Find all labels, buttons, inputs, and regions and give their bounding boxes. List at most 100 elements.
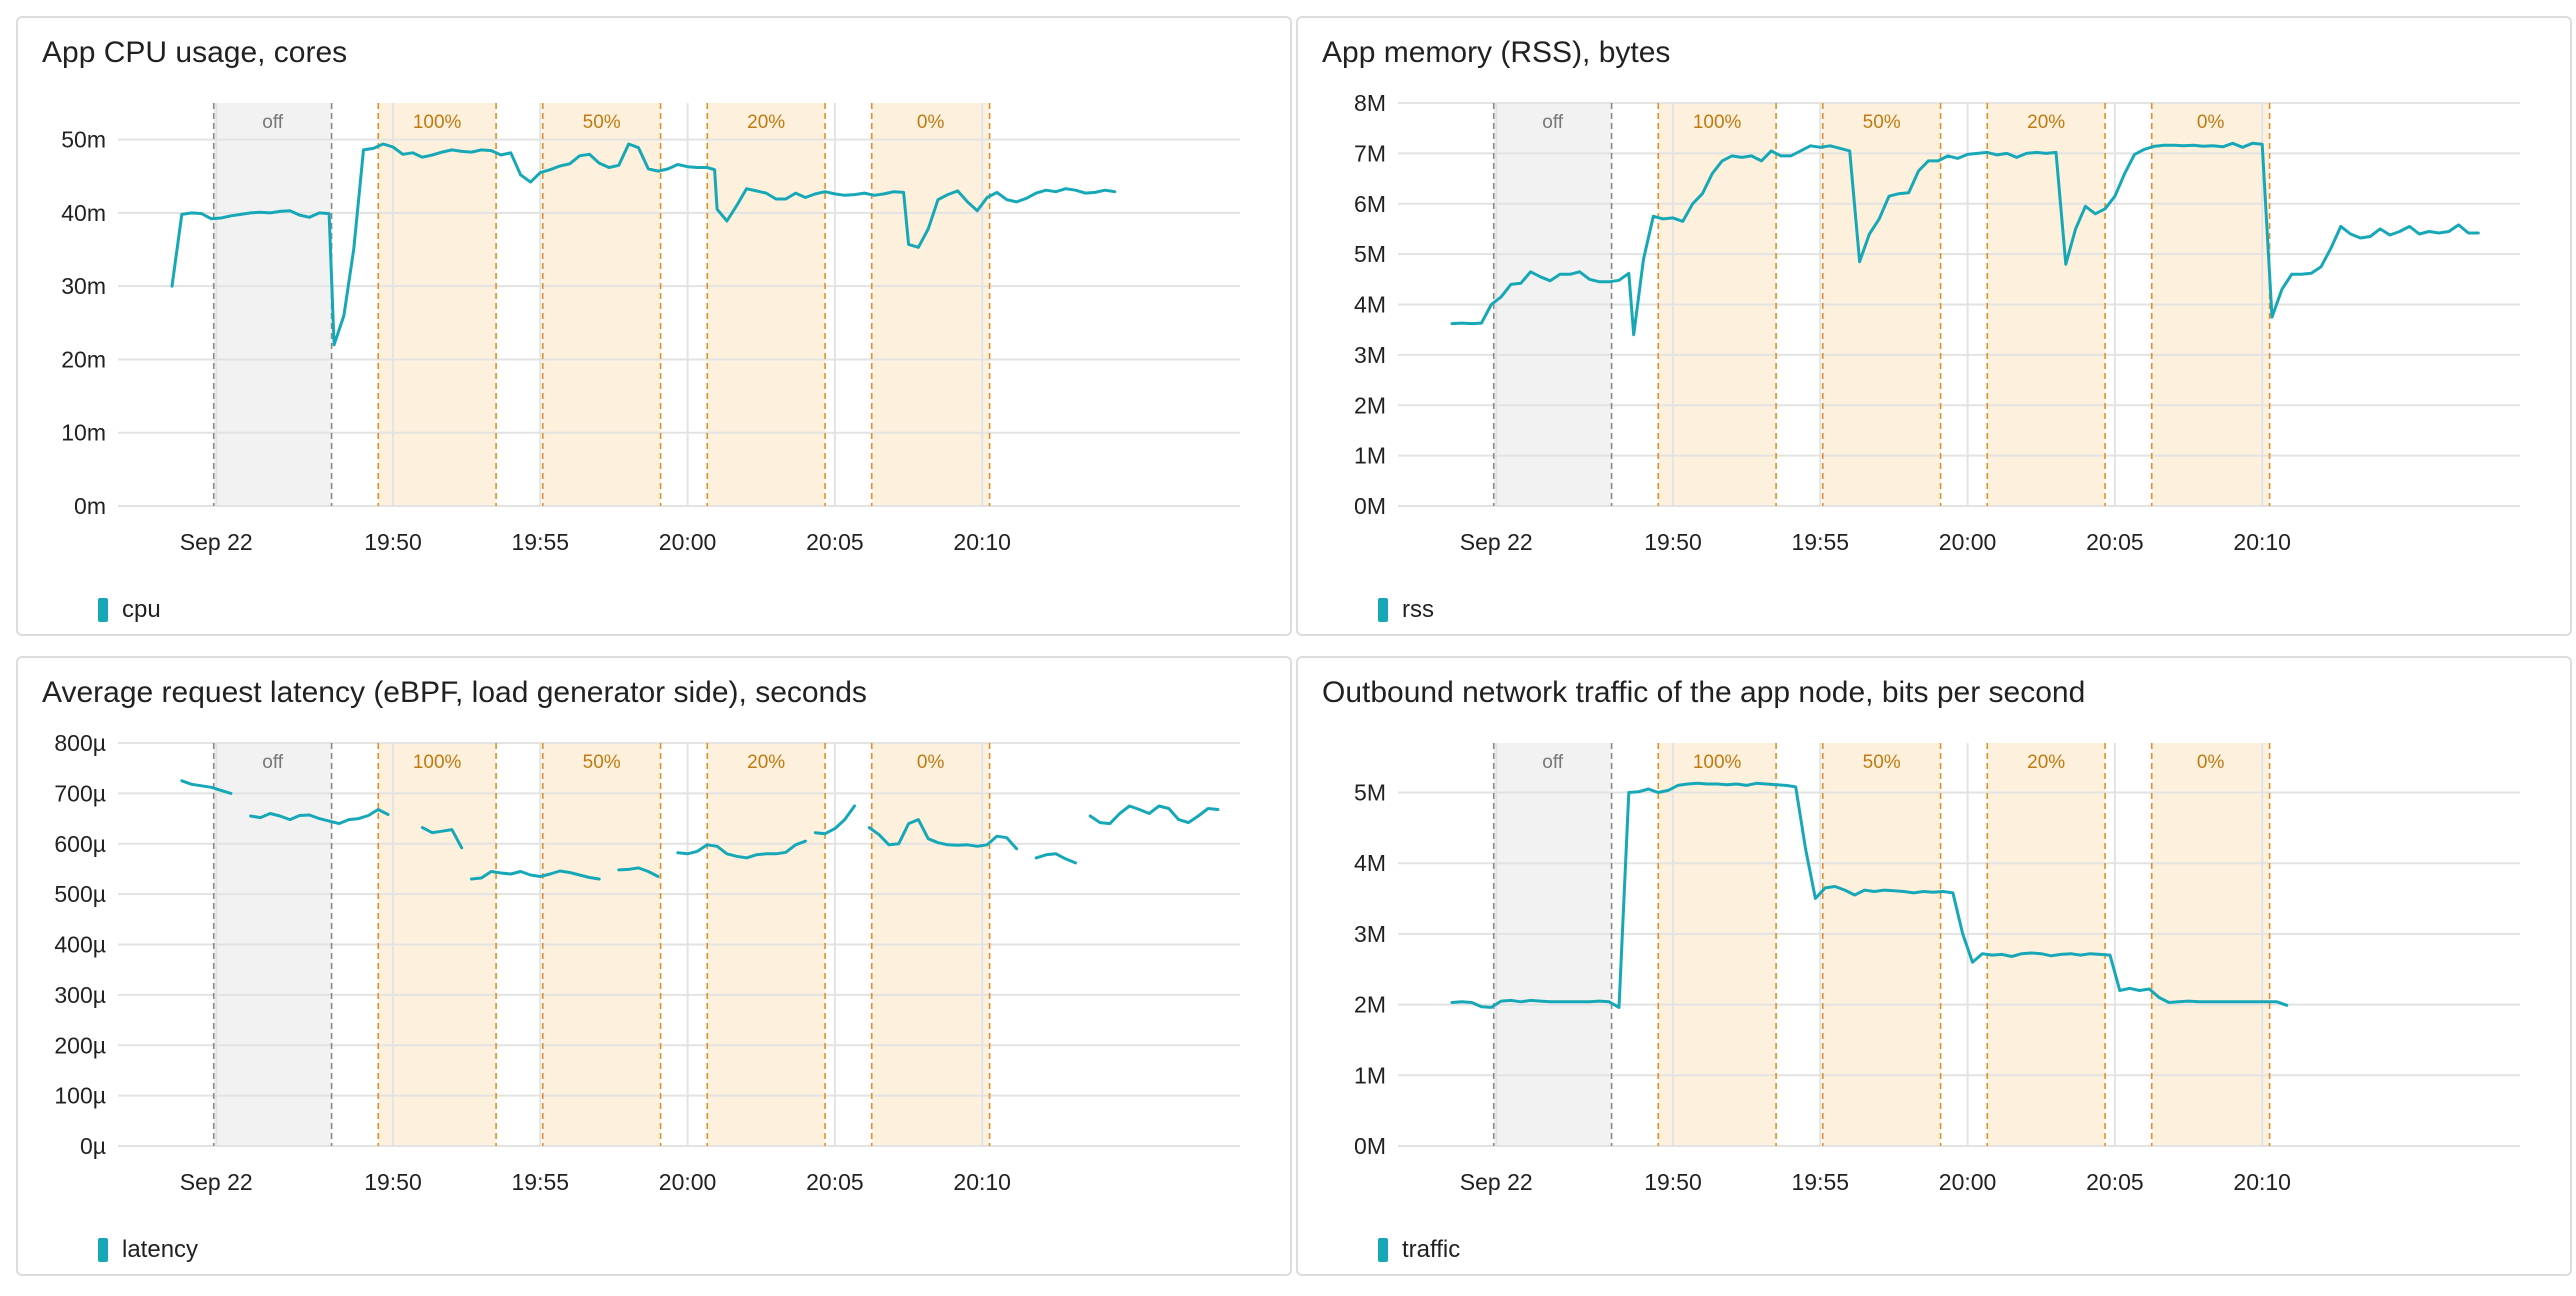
latency-panel: Average request latency (eBPF, load gene…: [16, 656, 1292, 1276]
x-tick-label: 19:55: [1792, 529, 1850, 555]
rss-panel: App memory (RSS), bytes 0M 1M 2M 3M 4M 5M 6M 7M…: [1296, 16, 2572, 636]
legend[interactable]: traffic: [1378, 1236, 1460, 1264]
y-tick-label: 3M: [1354, 342, 1386, 368]
y-tick-label: 10m: [61, 420, 106, 446]
band-label: 100%: [1693, 112, 1742, 133]
y-tick-label: 1M: [1354, 443, 1386, 469]
y-tick-label: 20m: [61, 346, 106, 372]
y-tick-label: 1M: [1354, 1062, 1386, 1088]
legend-label: cpu: [122, 596, 161, 623]
band-label: 0%: [917, 112, 945, 133]
x-tick-label: Sep 22: [1460, 1169, 1533, 1195]
legend-swatch: [1378, 1238, 1388, 1262]
traffic-panel: Outbound network traffic of the app node…: [1296, 656, 2572, 1276]
y-tick-label: 40m: [61, 200, 106, 226]
y-tick-label: 8M: [1354, 90, 1386, 116]
band-off: [1493, 743, 1612, 1146]
y-tick-label: 0M: [1354, 1133, 1386, 1159]
y-tick-label: 500µ: [54, 881, 106, 907]
legend-label: rss: [1402, 596, 1434, 623]
y-tick-label: 400µ: [54, 932, 106, 958]
band-load: [1987, 743, 2106, 1146]
y-tick-label: 4M: [1354, 850, 1386, 876]
y-tick-label: 6M: [1354, 191, 1386, 217]
legend-swatch: [98, 598, 108, 622]
series-line-latency: [470, 869, 601, 881]
band-label: off: [262, 112, 284, 133]
x-tick-label: 19:55: [1792, 1169, 1850, 1195]
band-label: 50%: [1863, 752, 1901, 773]
x-tick-label: Sep 22: [180, 1169, 253, 1195]
band-label: 0%: [2197, 112, 2225, 133]
x-tick-label: 20:05: [2086, 529, 2144, 555]
band-off: [213, 103, 332, 506]
legend-swatch: [1378, 598, 1388, 622]
band-label: 100%: [1693, 752, 1742, 773]
band-label: 0%: [917, 752, 945, 773]
cpu-chart: 0m 10m 20m 30m 40m 50m off 100% 50% 20% 0% Sep 22 19…: [61, 103, 1240, 555]
legend-label: latency: [122, 1236, 199, 1263]
band-load: [707, 103, 826, 506]
band-label: 0%: [2197, 752, 2225, 773]
y-tick-label: 0m: [74, 493, 106, 519]
band-label: 20%: [2027, 752, 2065, 773]
series-line-rss: [1450, 141, 2480, 337]
legend-swatch: [98, 1238, 108, 1262]
y-tick-label: 2M: [1354, 992, 1386, 1018]
x-tick-label: 19:50: [1644, 529, 1702, 555]
x-tick-label: 20:05: [2086, 1169, 2144, 1195]
y-tick-label: 7M: [1354, 140, 1386, 166]
x-tick-label: 19:50: [1644, 1169, 1702, 1195]
y-tick-label: 30m: [61, 273, 106, 299]
x-tick-label: 19:50: [364, 529, 422, 555]
y-tick-label: 0µ: [80, 1133, 106, 1159]
band-label: 100%: [413, 752, 462, 773]
y-tick-label: 5M: [1354, 241, 1386, 267]
x-tick-label: 19:55: [512, 529, 570, 555]
panel-title: App CPU usage, cores: [42, 36, 348, 69]
x-tick-label: 20:00: [659, 1169, 717, 1195]
band-load: [2151, 743, 2270, 1146]
x-tick-label: 20:10: [953, 1169, 1011, 1195]
legend[interactable]: latency: [98, 1236, 198, 1264]
series-line-latency: [420, 826, 464, 850]
series-line-latency: [249, 808, 390, 826]
y-tick-label: 3M: [1354, 921, 1386, 947]
y-tick-label: 800µ: [54, 730, 106, 756]
y-tick-label: 700µ: [54, 780, 106, 806]
x-tick-label: 20:00: [1939, 529, 1997, 555]
series-line-traffic: [1450, 781, 2289, 1009]
y-tick-label: 4M: [1354, 292, 1386, 318]
x-tick-label: 19:50: [364, 1169, 422, 1195]
x-tick-label: 20:10: [2233, 529, 2291, 555]
traffic-chart: 0M 1M 2M 3M 4M 5M off 100% 50% 20% 0% Sep 22 19:50 19…: [1354, 743, 2520, 1195]
band-label: 20%: [747, 112, 785, 133]
x-tick-label: Sep 22: [180, 529, 253, 555]
band-label: 20%: [747, 752, 785, 773]
x-tick-label: 20:00: [659, 529, 717, 555]
panel-title: Average request latency (eBPF, load gene…: [42, 676, 867, 709]
x-tick-label: 20:05: [806, 1169, 864, 1195]
series-line-latency: [867, 818, 1019, 851]
band-load: [871, 103, 990, 506]
band-load: [378, 103, 497, 506]
band-label: off: [1542, 112, 1564, 133]
legend[interactable]: cpu: [98, 596, 161, 624]
series-line-latency: [1088, 804, 1220, 826]
x-tick-label: 20:00: [1939, 1169, 1997, 1195]
rss-chart: 0M 1M 2M 3M 4M 5M 6M 7M 8M off 100% 50% 20% 0% Sep 22 1…: [1354, 90, 2520, 555]
legend-label: traffic: [1402, 1236, 1461, 1263]
panel-title: Outbound network traffic of the app node…: [1322, 676, 2086, 709]
y-tick-label: 5M: [1354, 779, 1386, 805]
band-label: 20%: [2027, 112, 2065, 133]
y-tick-label: 200µ: [54, 1032, 106, 1058]
cpu-panel: App CPU usage, cores 0m 10m 20m 30m 40m 50m of…: [16, 16, 1292, 636]
band-load: [1658, 743, 1777, 1146]
legend[interactable]: rss: [1378, 596, 1434, 624]
x-tick-label: Sep 22: [1460, 529, 1533, 555]
y-tick-label: 50m: [61, 127, 106, 153]
band-label: 50%: [1863, 112, 1901, 133]
series-line-latency: [1034, 852, 1077, 865]
band-label: 50%: [583, 112, 621, 133]
